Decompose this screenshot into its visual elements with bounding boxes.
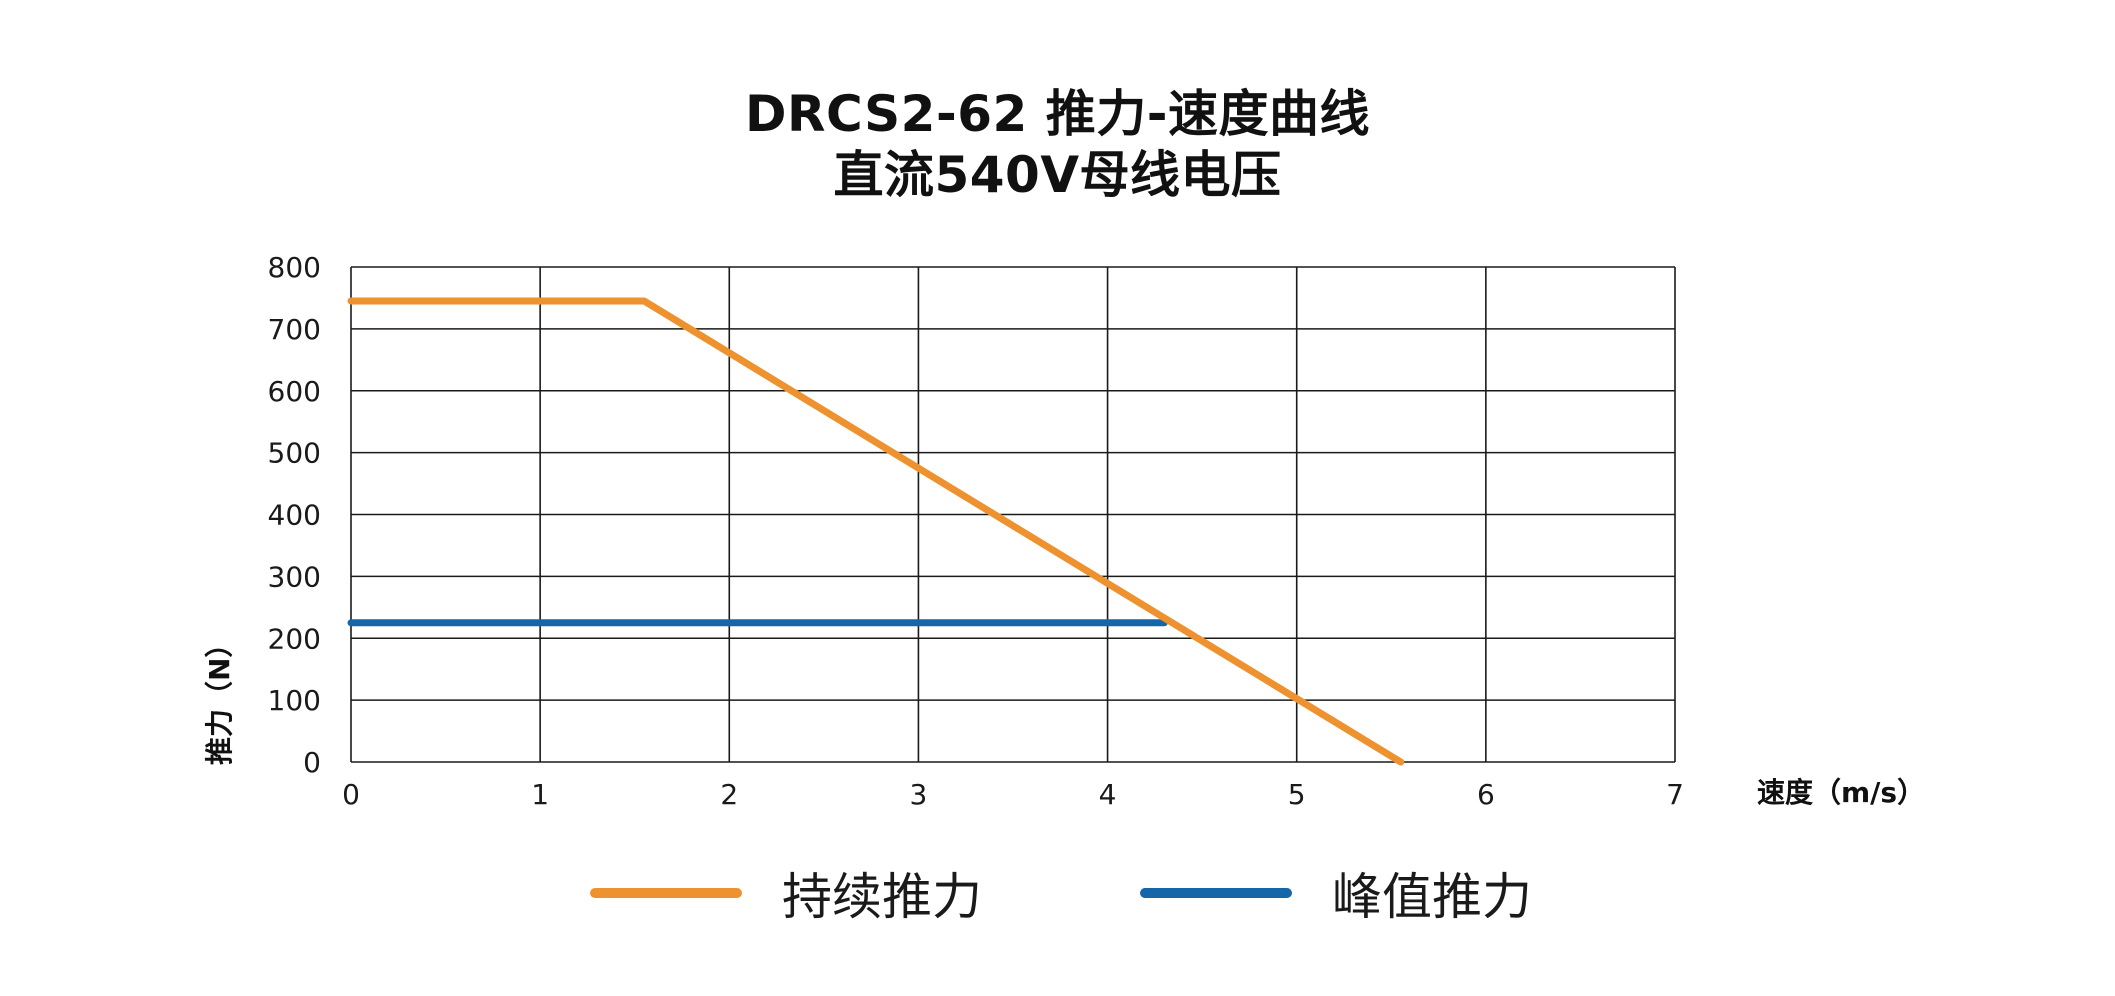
y-tick-label-4: 400 bbox=[268, 499, 321, 532]
chart-title-line-2: 直流540V母线电压 bbox=[833, 146, 1282, 204]
legend-item-continuous-thrust: 持续推力 bbox=[590, 858, 982, 928]
series-line-continuous-thrust bbox=[347, 297, 1405, 766]
x-tick-label-3: 3 bbox=[910, 778, 928, 811]
x-tick-label-1: 1 bbox=[531, 778, 549, 811]
y-tick-label-1: 100 bbox=[268, 684, 321, 717]
y-tick-label-5: 500 bbox=[268, 437, 321, 470]
x-tick-label-5: 5 bbox=[1288, 778, 1306, 811]
grid-lines bbox=[350, 266, 1676, 763]
series-lines bbox=[347, 297, 1405, 766]
x-axis-title: 速度（m/s） bbox=[1757, 776, 1925, 809]
legend-swatch-continuous-thrust bbox=[590, 888, 742, 898]
y-axis-title: 推力（N） bbox=[203, 630, 236, 765]
x-tick-label-4: 4 bbox=[1099, 778, 1117, 811]
x-tick-label-6: 6 bbox=[1477, 778, 1495, 811]
y-tick-label-6: 600 bbox=[268, 375, 321, 408]
legend-label-peak-thrust: 峰值推力 bbox=[1332, 868, 1532, 926]
chart-title-line-1: DRCS2-62 推力-速度曲线 bbox=[745, 85, 1370, 143]
x-tick-label-0: 0 bbox=[342, 778, 360, 811]
legend-item-peak-thrust: 峰值推力 bbox=[1140, 858, 1532, 928]
y-tick-label-8: 800 bbox=[268, 251, 321, 284]
tick-labels: 0 1 2 3 4 5 6 7 0 100 200 300 400 500 600 700 800 bbox=[268, 251, 1684, 811]
y-tick-label-2: 200 bbox=[268, 622, 321, 655]
legend-label-continuous-thrust: 持续推力 bbox=[782, 868, 982, 926]
y-tick-label-0: 0 bbox=[303, 746, 321, 779]
y-tick-label-3: 300 bbox=[268, 560, 321, 593]
x-tick-label-7: 7 bbox=[1666, 778, 1684, 811]
x-tick-label-2: 2 bbox=[720, 778, 738, 811]
y-tick-label-7: 700 bbox=[268, 313, 321, 346]
legend-swatch-peak-thrust bbox=[1140, 888, 1292, 898]
